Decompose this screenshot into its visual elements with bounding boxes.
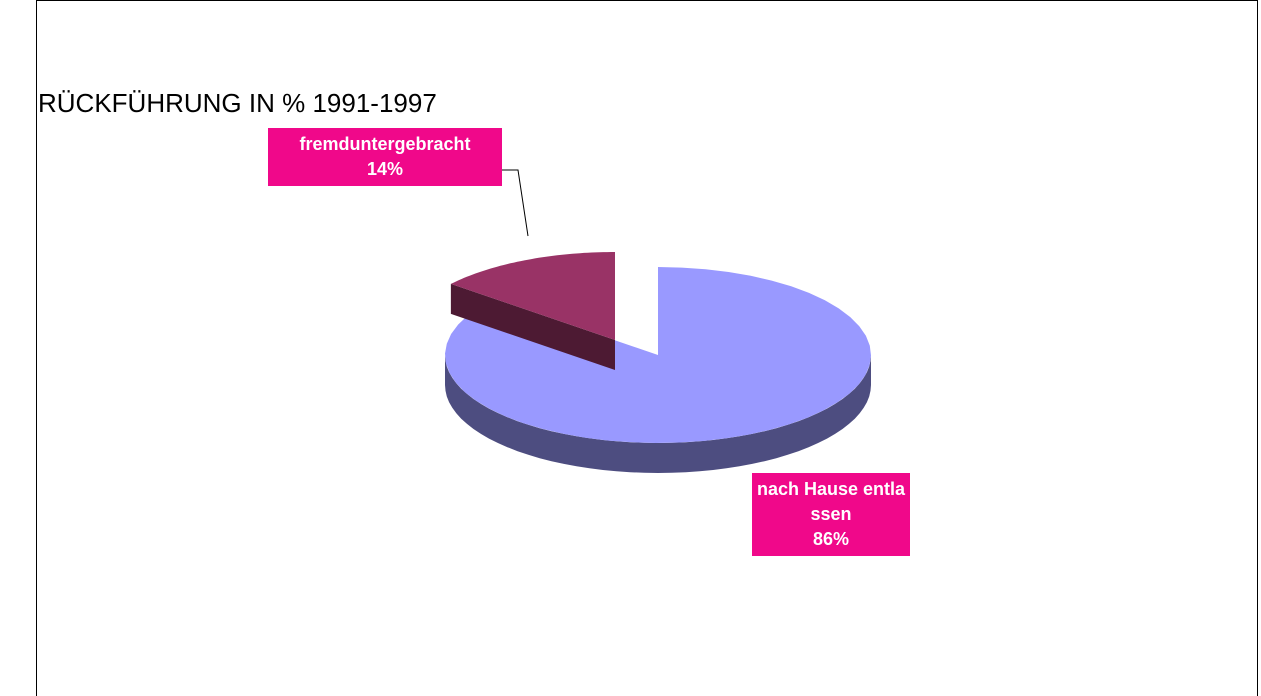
- leader-line: [502, 169, 529, 237]
- slice: [445, 267, 871, 443]
- value-label: 14%: [366, 159, 404, 179]
- slice-wall: [445, 355, 871, 473]
- data-label: fremduntergebracht 14%: [268, 128, 502, 186]
- slice: [450, 252, 615, 340]
- frame: [36, 0, 1258, 696]
- value-label: 86%: [812, 529, 850, 549]
- category-label: nach Hause entlassen: [756, 479, 906, 524]
- slice-side: [450, 283, 615, 370]
- chart-title: RÜCKFÜHRUNG IN % 1991-1997: [38, 88, 437, 118]
- category-label: fremduntergebracht: [299, 134, 471, 154]
- data-label: nach Hause entlassen 86%: [752, 473, 910, 556]
